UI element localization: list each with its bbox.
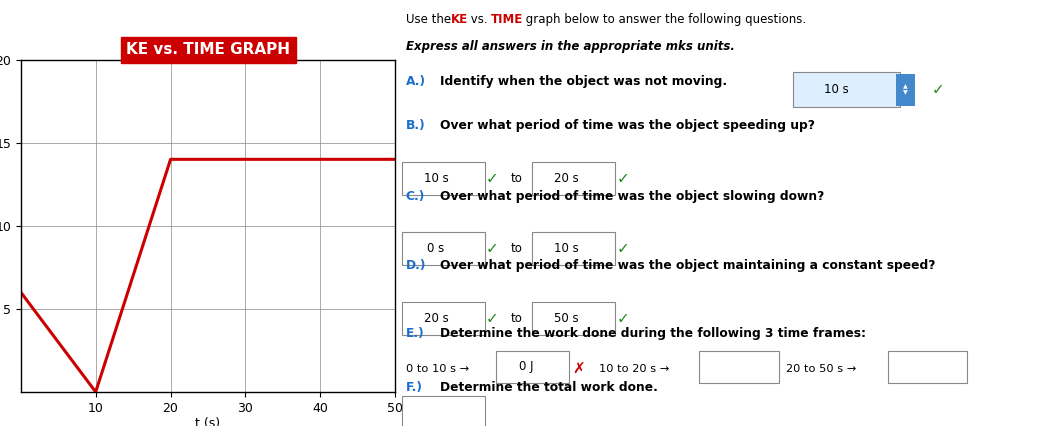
Text: 0 to 10 s →: 0 to 10 s →	[406, 364, 469, 374]
Text: 0 J: 0 J	[519, 360, 534, 373]
Text: 20 s: 20 s	[423, 312, 448, 325]
FancyBboxPatch shape	[532, 162, 615, 195]
FancyBboxPatch shape	[699, 351, 779, 383]
Text: Over what period of time was the object maintaining a constant speed?: Over what period of time was the object …	[441, 259, 936, 272]
FancyBboxPatch shape	[895, 74, 915, 106]
Text: 10 s: 10 s	[553, 242, 578, 255]
Text: ✓: ✓	[932, 82, 945, 98]
Text: ✓: ✓	[617, 241, 629, 256]
Text: Identify when the object was not moving.: Identify when the object was not moving.	[441, 75, 728, 88]
Text: 20 s: 20 s	[553, 172, 578, 185]
Text: Express all answers in the appropriate mks units.: Express all answers in the appropriate m…	[406, 40, 734, 54]
Text: A.): A.)	[406, 75, 425, 88]
Text: to: to	[511, 172, 522, 185]
Text: E.): E.)	[406, 327, 424, 340]
Text: 50 s: 50 s	[553, 312, 578, 325]
Text: 10 to 20 s →: 10 to 20 s →	[599, 364, 670, 374]
FancyBboxPatch shape	[402, 232, 485, 265]
Text: 20 to 50 s →: 20 to 50 s →	[786, 364, 857, 374]
Text: 10 s: 10 s	[824, 83, 849, 96]
Text: vs.: vs.	[467, 13, 491, 26]
Text: B.): B.)	[406, 119, 425, 132]
Text: 0 s: 0 s	[427, 242, 445, 255]
FancyBboxPatch shape	[532, 232, 615, 265]
Text: Determine the total work done.: Determine the total work done.	[441, 381, 658, 394]
FancyBboxPatch shape	[402, 302, 485, 335]
X-axis label: t (s): t (s)	[196, 417, 220, 426]
Text: Use the: Use the	[406, 13, 454, 26]
Title: KE vs. TIME GRAPH: KE vs. TIME GRAPH	[126, 42, 290, 57]
Text: 10 s: 10 s	[423, 172, 448, 185]
Text: ✓: ✓	[486, 311, 499, 326]
Text: graph below to answer the following questions.: graph below to answer the following ques…	[522, 13, 809, 26]
FancyBboxPatch shape	[888, 351, 967, 383]
Text: Determine the work done during the following 3 time frames:: Determine the work done during the follo…	[441, 327, 866, 340]
FancyBboxPatch shape	[402, 162, 485, 195]
FancyBboxPatch shape	[496, 351, 569, 383]
Text: Over what period of time was the object slowing down?: Over what period of time was the object …	[441, 190, 825, 203]
FancyBboxPatch shape	[532, 302, 615, 335]
Text: Over what period of time was the object speeding up?: Over what period of time was the object …	[441, 119, 815, 132]
Text: ✓: ✓	[486, 171, 499, 186]
FancyBboxPatch shape	[792, 72, 901, 107]
Text: ✓: ✓	[617, 171, 629, 186]
Text: ✓: ✓	[617, 311, 629, 326]
Text: D.): D.)	[406, 259, 426, 272]
FancyBboxPatch shape	[402, 396, 485, 426]
Text: ✓: ✓	[486, 241, 499, 256]
Text: ✗: ✗	[572, 361, 584, 377]
Text: TIME: TIME	[491, 13, 523, 26]
Text: to: to	[511, 312, 522, 325]
Text: to: to	[511, 242, 522, 255]
Text: F.): F.)	[406, 381, 422, 394]
Text: ▲
▼: ▲ ▼	[904, 84, 908, 95]
Text: KE: KE	[450, 13, 468, 26]
Text: C.): C.)	[406, 190, 425, 203]
